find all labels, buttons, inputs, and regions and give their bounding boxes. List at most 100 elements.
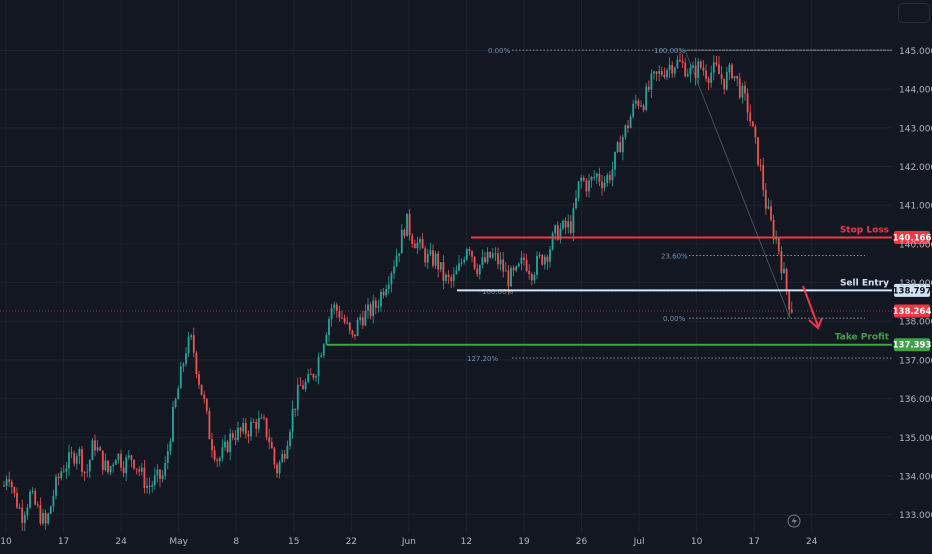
- grid: [0, 0, 892, 532]
- candle-body: [255, 421, 258, 429]
- candle-body: [556, 225, 559, 240]
- candle-body: [114, 460, 117, 465]
- fib-level-label: 0.00%: [663, 315, 686, 323]
- candle-body: [634, 100, 637, 104]
- candle-body: [390, 273, 393, 285]
- candle-body: [442, 262, 445, 281]
- candle-body: [520, 257, 523, 264]
- candle-body: [523, 257, 525, 260]
- candle-body: [13, 487, 16, 494]
- candle-body: [34, 490, 37, 505]
- candle-body: [692, 65, 694, 68]
- candle-body: [569, 221, 572, 233]
- lightning-bolt: [791, 516, 797, 526]
- candle-body: [247, 433, 250, 437]
- candle-body: [463, 259, 466, 263]
- candle-body: [749, 112, 752, 122]
- candle-body: [190, 335, 193, 338]
- candle-body: [577, 181, 580, 198]
- candle-body: [231, 433, 234, 438]
- candle-body: [161, 475, 164, 480]
- candle-body: [790, 309, 793, 313]
- candle-body: [673, 67, 676, 74]
- candle-body: [385, 289, 388, 296]
- candle-body: [179, 366, 182, 389]
- candle-body: [309, 374, 312, 376]
- candle-body: [78, 449, 81, 457]
- candle-body: [361, 317, 364, 326]
- candle-body: [608, 175, 611, 180]
- candle-body: [252, 421, 255, 423]
- candle-body: [452, 274, 455, 281]
- candle-body: [473, 256, 476, 269]
- candle-body: [642, 105, 645, 110]
- candle-body: [36, 504, 39, 506]
- y-tick-label: 136.000: [899, 395, 932, 405]
- candle-body: [699, 61, 702, 68]
- candle-body: [291, 408, 294, 432]
- candle-body: [681, 61, 684, 63]
- chart-settings-button[interactable]: [898, 3, 930, 23]
- candle-body: [117, 453, 120, 461]
- level-name: Stop Loss: [840, 225, 889, 235]
- candle-body: [481, 257, 484, 266]
- candle-body: [127, 455, 130, 458]
- candle-body: [299, 384, 302, 386]
- trade-levels[interactable]: Stop Loss 140.166 Sell Entry 138.797 Take Pr…: [0, 225, 931, 352]
- candle-body: [208, 410, 211, 440]
- candle-body: [304, 381, 307, 390]
- candle-body: [491, 253, 494, 258]
- candle-body: [133, 459, 135, 469]
- candle-body: [354, 334, 356, 337]
- level-price-tag: [894, 283, 930, 297]
- candle-body: [546, 256, 549, 262]
- candle-body: [528, 270, 531, 274]
- fibonacci-retracement[interactable]: 0.00% 100.00% 23.60% 100.00% 0.00% 127.20%: [467, 47, 892, 363]
- candle-body: [356, 319, 359, 337]
- candle-body: [595, 173, 598, 177]
- candle-body: [364, 310, 367, 326]
- x-tick-label: 12: [461, 537, 472, 547]
- candle-body: [686, 74, 689, 77]
- candle-body: [270, 442, 273, 449]
- candle-body: [125, 457, 128, 474]
- candle-body: [234, 437, 237, 440]
- candle-body: [593, 176, 596, 178]
- candle-body: [122, 467, 125, 474]
- candle-body: [772, 219, 775, 240]
- candle-body: [70, 452, 73, 454]
- candle-body: [783, 268, 785, 274]
- candle-body: [788, 290, 791, 310]
- candle-body: [705, 70, 707, 79]
- candle-body: [94, 440, 96, 451]
- candle-body: [702, 67, 705, 71]
- x-tick-label: 10: [0, 537, 12, 547]
- x-tick-label: May: [169, 537, 188, 547]
- candle-body: [710, 72, 713, 83]
- candle-body: [166, 451, 169, 463]
- candle-body: [242, 422, 245, 432]
- fib-level-label: 0.00%: [488, 47, 511, 55]
- candle-body: [543, 256, 546, 265]
- candle-body: [624, 125, 627, 138]
- candle-body: [533, 274, 536, 281]
- candle-body: [621, 137, 624, 153]
- candle-body: [281, 453, 284, 463]
- candle-body: [315, 376, 317, 378]
- candle-body: [559, 228, 562, 240]
- candle-body: [616, 142, 619, 152]
- candle-body: [715, 62, 718, 65]
- candle-body: [689, 67, 692, 75]
- candle-body: [489, 251, 492, 258]
- candle-body: [151, 485, 154, 487]
- candle-body: [218, 458, 221, 462]
- candle-body: [728, 64, 731, 73]
- candle-body: [757, 137, 759, 166]
- candle-body: [403, 229, 406, 237]
- candle-body: [10, 481, 13, 488]
- candle-body: [187, 337, 190, 354]
- candle-body: [494, 253, 497, 255]
- y-tick-label: 137.000: [899, 356, 932, 366]
